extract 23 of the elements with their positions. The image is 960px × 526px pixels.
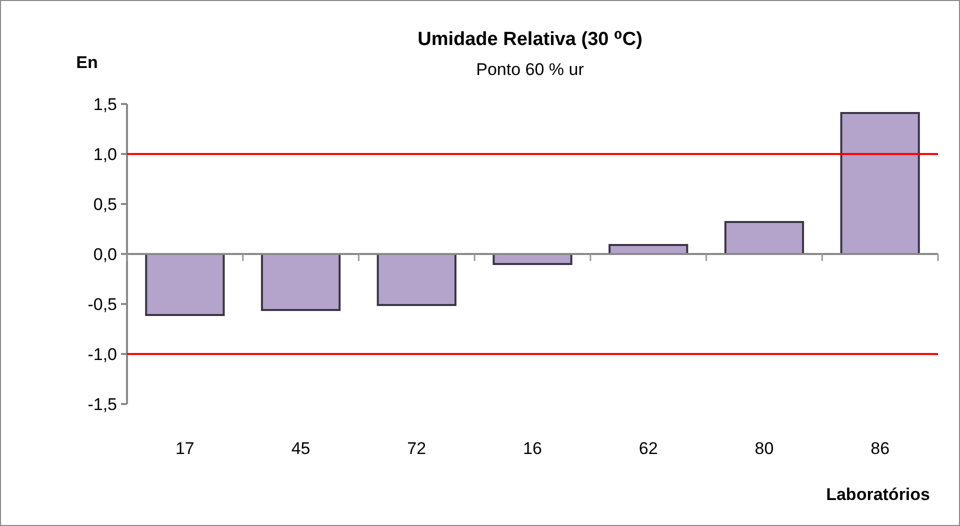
y-tick-label: 1,0 (93, 144, 117, 164)
x-tick-label: 45 (291, 439, 310, 458)
y-tick-label: 0,5 (93, 194, 117, 214)
y-tick-label: -1,5 (88, 394, 117, 414)
bar (260, 253, 341, 311)
y-tick-label: -1,0 (88, 344, 117, 364)
chart-title: Umidade Relativa (30 ⁰C) (418, 29, 642, 50)
x-tick-label: 86 (870, 439, 890, 458)
x-tick-label: 17 (175, 439, 194, 458)
x-tick-label: 72 (407, 439, 426, 458)
x-axis-title: Laboratórios (826, 485, 930, 504)
bar (724, 221, 804, 255)
bar (840, 112, 920, 255)
x-tick-label: 16 (523, 439, 542, 458)
bar (145, 253, 225, 316)
x-tick-label: 80 (754, 439, 774, 458)
chart-subtitle: Ponto 60 % ur (476, 60, 584, 79)
y-tick-label: 0,0 (93, 244, 117, 264)
y-tick-label: -0,5 (88, 294, 117, 314)
y-tick-label: 1,5 (93, 94, 117, 114)
x-tick-label: 62 (638, 439, 658, 458)
y-axis-title: En (76, 53, 98, 72)
bar (376, 253, 456, 306)
